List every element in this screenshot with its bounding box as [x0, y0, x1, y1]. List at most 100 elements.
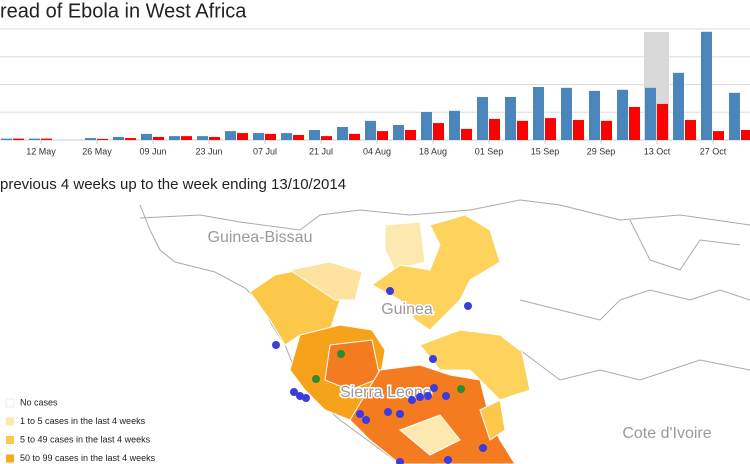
bar	[377, 131, 388, 140]
region	[349, 364, 516, 464]
x-tick-label: 01 Sep	[475, 146, 504, 156]
bar	[629, 106, 640, 140]
bar	[237, 133, 248, 140]
x-tick-label: 26 May	[82, 146, 112, 156]
dot	[290, 388, 298, 396]
bar	[181, 136, 192, 140]
dot	[429, 355, 437, 363]
x-tick-label: 29 Sep	[587, 146, 616, 156]
border	[519, 289, 750, 321]
bar	[657, 103, 668, 140]
bar	[393, 125, 404, 140]
bar	[209, 136, 220, 140]
bar	[701, 31, 712, 140]
bar	[321, 136, 332, 140]
dot	[302, 394, 310, 402]
bar	[1, 138, 12, 140]
x-tick-label: 18 Aug	[419, 146, 447, 156]
bar	[197, 136, 208, 140]
bar	[477, 96, 488, 140]
region	[479, 399, 506, 441]
dot	[396, 458, 404, 464]
region	[399, 414, 461, 456]
bar	[405, 130, 416, 140]
dot	[457, 385, 465, 393]
bar	[337, 126, 348, 140]
dot	[384, 408, 392, 416]
bar	[533, 86, 544, 140]
country-label: Guinea	[381, 301, 433, 318]
bar	[741, 130, 750, 140]
legend: No cases 1 to 5 cases in the last 4 weeks…	[5, 397, 156, 463]
bar	[365, 120, 376, 140]
border	[139, 199, 750, 231]
dot	[272, 341, 280, 349]
border	[519, 349, 750, 381]
bar	[601, 120, 612, 140]
bar	[41, 138, 52, 140]
dot	[386, 287, 394, 295]
x-tick-label: 12 May	[26, 146, 56, 156]
green-dots	[312, 350, 465, 393]
legend-label: 50 to 99 cases in the last 4 weeks	[20, 453, 156, 463]
case-dots	[272, 287, 487, 464]
x-tick-label: 23 Jun	[195, 146, 222, 156]
bar	[433, 123, 444, 140]
bar	[113, 136, 124, 140]
dot	[337, 350, 345, 358]
dot	[442, 392, 450, 400]
bar	[617, 89, 628, 140]
region	[384, 221, 426, 271]
bar	[517, 120, 528, 140]
bar	[573, 120, 584, 140]
legend-swatch	[6, 417, 14, 426]
dot	[312, 375, 320, 383]
legend-swatch	[5, 398, 15, 408]
legend-swatch	[6, 454, 14, 463]
bar	[225, 131, 236, 140]
dot	[479, 444, 487, 452]
region	[371, 214, 501, 331]
dot	[396, 410, 404, 418]
bar	[489, 118, 500, 140]
bar	[421, 111, 432, 140]
legend-label: No cases	[20, 397, 58, 407]
bar	[673, 72, 684, 140]
region	[419, 329, 531, 401]
dot	[416, 393, 424, 401]
bar	[545, 118, 556, 140]
region	[288, 261, 363, 301]
bar	[505, 96, 516, 140]
bar	[713, 131, 724, 140]
dot	[464, 302, 472, 310]
bar	[589, 90, 600, 140]
bar	[309, 130, 320, 140]
bar	[449, 110, 460, 140]
bar	[253, 133, 264, 140]
bar	[85, 138, 96, 140]
bar-chart: 12 May 26 May 09 Jun 23 Jun 07 Jul 21 Jul 04 A…	[0, 28, 750, 156]
x-tick-label: 27 Oct	[700, 146, 727, 156]
bar	[561, 87, 572, 140]
dot	[356, 410, 364, 418]
bar	[729, 92, 740, 140]
x-tick-label: 13 Oct	[644, 146, 671, 156]
bar	[169, 136, 180, 140]
border	[629, 219, 741, 271]
country-label: Guinea-Bissau	[208, 229, 313, 246]
dot	[362, 416, 370, 424]
legend-label: 1 to 5 cases in the last 4 weeks	[20, 416, 146, 426]
x-tick-label: 09 Jun	[139, 146, 166, 156]
x-tick-label: 04 Aug	[363, 146, 391, 156]
dot	[424, 392, 432, 400]
dot	[430, 384, 438, 392]
legend-label: 5 to 49 cases in the last 4 weeks	[20, 434, 151, 444]
bar	[281, 133, 292, 140]
bar	[29, 138, 40, 140]
map-subtitle: previous 4 weeks up to the week ending 1…	[0, 176, 346, 193]
x-tick-label: 15 Sep	[531, 146, 560, 156]
bar	[293, 135, 304, 140]
bar	[141, 133, 152, 140]
bar	[685, 120, 696, 140]
